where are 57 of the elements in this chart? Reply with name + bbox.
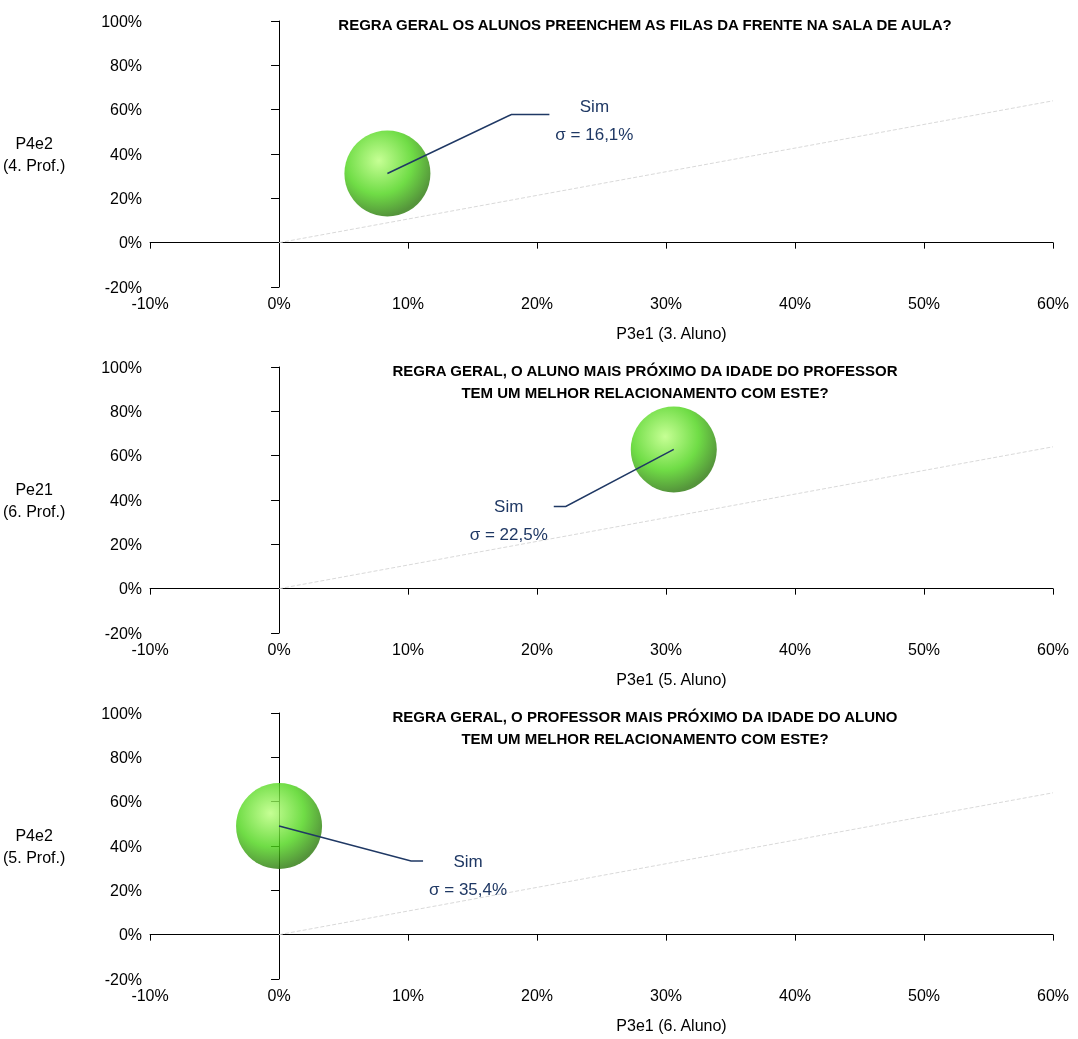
x-tick-label: 40% [779,294,812,312]
annotation: Sim σ = 16,1% [555,97,634,145]
chart-title: REGRA GERAL OS ALUNOS PREENCHEM AS FILAS DA FRENTE NA SALA DE AULA? [338,15,952,33]
x-axis-title: P3e1 (5. Aluno) [616,670,727,688]
x-tick-label: 0% [267,640,291,658]
x-tick-label: 20% [521,986,554,1004]
y-tick-label: 60% [110,101,143,119]
y-tick-label: 80% [110,56,143,74]
x-tick-label: 30% [650,986,683,1004]
y-tick-label: 20% [110,881,143,899]
x-tick-label: 40% [779,640,812,658]
x-tick-label: 50% [907,294,941,312]
y-tick-label: 100% [101,704,143,722]
y-tick-label: 0% [118,234,143,252]
y-tick-label: -20% [104,624,143,642]
y-axis-title: P4e2 (5. Prof.) [3,826,66,866]
x-tick-label: 20% [521,640,554,658]
annotation: Sim σ = 22,5% [469,496,548,544]
y-tick-label: 80% [110,748,143,766]
chart-title: REGRA GERAL, O ALUNO MAIS PRÓXIMO DA IDADE DO PROFESSOR TEM UM MELHOR RELACIONAMENTO COM ESTE? [392,361,898,401]
x-tick-label: -10% [131,640,169,658]
y-tick-label: 40% [110,145,143,163]
y-tick-label: -20% [104,278,143,296]
x-axis-title: P3e1 (6. Aluno) [616,1016,727,1034]
chart-title: REGRA GERAL, O PROFESSOR MAIS PRÓXIMO DA IDADE DO ALUNO TEM UM MELHOR RELACIONAMENTO COM ESTE? [392,707,898,747]
x-tick-label: 20% [521,294,554,312]
y-axis-title: Pe21 (6. Prof.) [3,480,66,520]
y-tick-label: -20% [104,970,143,988]
y-tick-label: 60% [110,447,143,465]
x-tick-label: 30% [650,294,683,312]
x-tick-label: 10% [392,294,425,312]
x-tick-label: 10% [392,640,425,658]
y-tick-label: 20% [110,189,143,207]
y-tick-label: 40% [110,491,143,509]
x-tick-label: 60% [1036,640,1070,658]
x-tick-label: -10% [131,986,169,1004]
y-tick-label: 40% [110,837,143,855]
x-tick-label: 40% [779,986,812,1004]
x-tick-label: 0% [267,986,291,1004]
y-tick-label: 100% [101,12,143,30]
x-tick-label: 10% [392,986,425,1004]
x-tick-label: 60% [1036,986,1070,1004]
x-tick-label: 60% [1036,294,1070,312]
x-tick-label: 50% [907,640,941,658]
x-tick-label: 0% [267,294,291,312]
y-tick-label: 100% [101,358,143,376]
x-axis-title: P3e1 (3. Aluno) [616,324,727,342]
y-tick-label: 80% [110,402,143,420]
annotation: Sim σ = 35,4% [429,851,508,899]
x-tick-label: 30% [650,640,683,658]
y-axis-title: P4e2 (4. Prof.) [3,134,66,174]
y-tick-label: 0% [118,926,143,944]
x-tick-label: -10% [131,294,169,312]
x-tick-label: 50% [907,986,941,1004]
y-tick-label: 60% [110,793,143,811]
y-tick-label: 20% [110,535,143,553]
y-tick-label: 0% [118,580,143,598]
